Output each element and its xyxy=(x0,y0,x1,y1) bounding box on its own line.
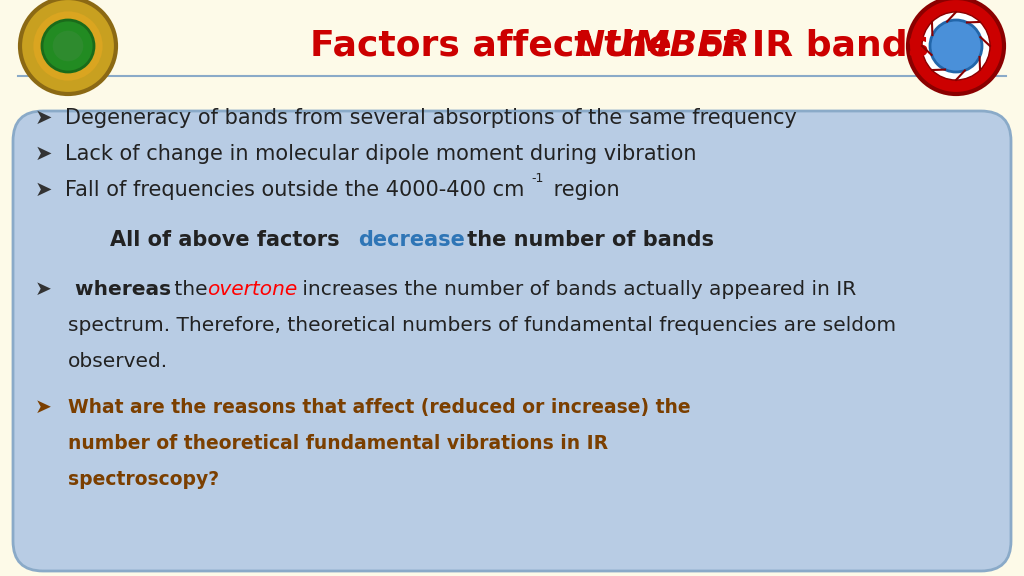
Circle shape xyxy=(52,30,84,62)
Circle shape xyxy=(42,20,94,72)
Text: ➤: ➤ xyxy=(35,108,52,128)
Text: the number of bands: the number of bands xyxy=(460,230,714,250)
Text: ➤: ➤ xyxy=(35,144,52,164)
Text: Lack of change in molecular dipole moment during vibration: Lack of change in molecular dipole momen… xyxy=(65,144,696,164)
Text: ➤: ➤ xyxy=(35,180,52,200)
Circle shape xyxy=(908,0,1004,94)
Text: Degeneracy of bands from several absorptions of the same frequency: Degeneracy of bands from several absorpt… xyxy=(65,108,797,128)
Text: ➤: ➤ xyxy=(35,398,52,417)
Text: region: region xyxy=(547,180,620,200)
Text: whereas: whereas xyxy=(68,280,171,299)
Text: Fall of frequencies outside the 4000-400 cm: Fall of frequencies outside the 4000-400… xyxy=(65,180,524,200)
Text: spectroscopy?: spectroscopy? xyxy=(68,470,219,489)
Text: number of theoretical fundamental vibrations in IR: number of theoretical fundamental vibrat… xyxy=(68,434,608,453)
Text: Factors affect the: Factors affect the xyxy=(310,29,684,63)
Circle shape xyxy=(32,10,104,82)
Text: observed.: observed. xyxy=(68,352,168,371)
Text: decrease: decrease xyxy=(358,230,465,250)
Text: of IR bands: of IR bands xyxy=(686,29,929,63)
Text: overtone: overtone xyxy=(207,280,297,299)
Text: ➤: ➤ xyxy=(35,280,52,299)
Text: increases the number of bands actually appeared in IR: increases the number of bands actually a… xyxy=(296,280,856,299)
Text: All of above factors: All of above factors xyxy=(110,230,347,250)
Circle shape xyxy=(20,0,116,94)
FancyBboxPatch shape xyxy=(13,111,1011,571)
Circle shape xyxy=(922,12,990,80)
Text: What are the reasons that affect (reduced or increase) the: What are the reasons that affect (reduce… xyxy=(68,398,690,417)
Text: the: the xyxy=(168,280,214,299)
Text: spectrum. Therefore, theoretical numbers of fundamental frequencies are seldom: spectrum. Therefore, theoretical numbers… xyxy=(68,316,896,335)
Text: -1: -1 xyxy=(531,172,544,185)
Circle shape xyxy=(930,20,982,72)
Text: NUMBER: NUMBER xyxy=(574,29,750,63)
